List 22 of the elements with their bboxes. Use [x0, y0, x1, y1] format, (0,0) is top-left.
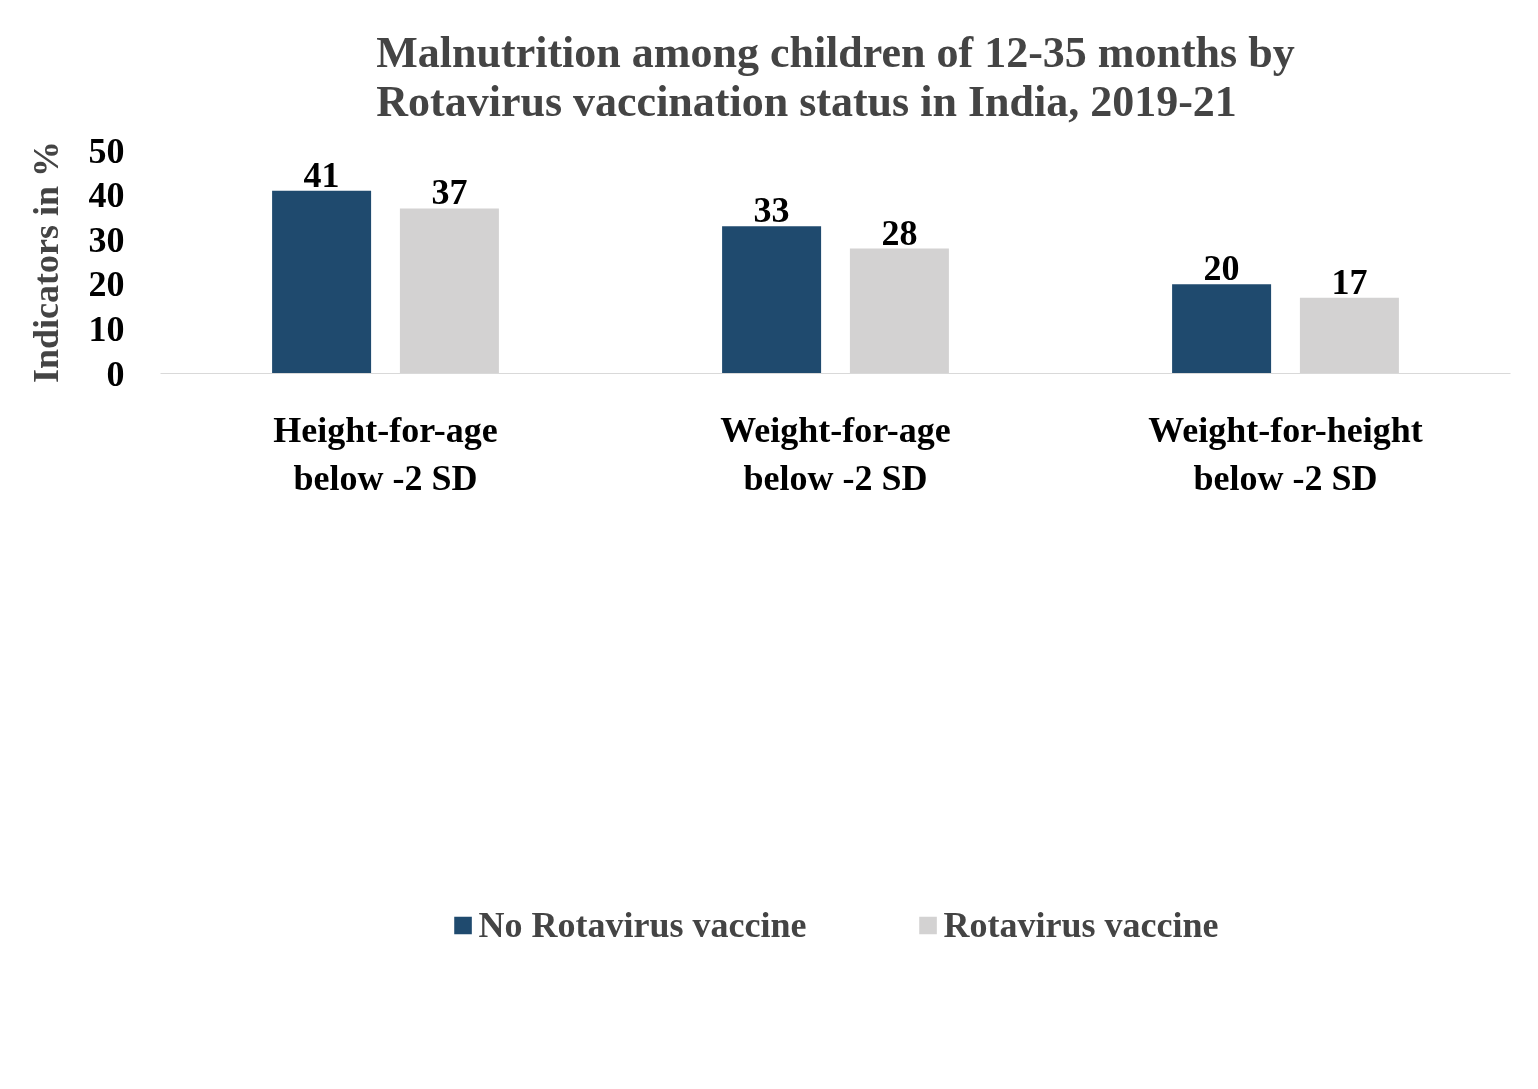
y-tick-label: 0	[106, 353, 125, 394]
chart-title: Malnutrition among children of 12-35 months by Rotavirus vaccination status in India, 2019-21	[376, 27, 1295, 126]
y-tick-label: 50	[88, 130, 125, 171]
legend-label: Rotavirus vaccine	[943, 903, 1219, 946]
y-tick-label: 30	[88, 219, 125, 260]
data-label: 28	[881, 212, 918, 253]
y-axis-title: Indicators in %	[25, 140, 66, 384]
data-label: 17	[1331, 261, 1368, 302]
legend-label: No Rotavirus vaccine	[478, 903, 807, 946]
bar	[722, 226, 822, 374]
x-tick-label: Weight-for-height below -2 SD	[1148, 409, 1423, 498]
y-tick-label: 10	[88, 308, 125, 349]
y-tick-label: 20	[88, 264, 125, 305]
x-tick-label: Weight-for-age below -2 SD	[720, 409, 951, 498]
data-label: 37	[431, 172, 468, 213]
data-label: 33	[753, 190, 790, 231]
data-label: 41	[303, 154, 340, 195]
x-tick-label: Height-for-age below -2 SD	[273, 409, 498, 498]
bar	[1172, 284, 1272, 374]
y-tick-label: 40	[88, 175, 125, 216]
bar	[272, 190, 372, 374]
data-label: 20	[1203, 248, 1240, 289]
